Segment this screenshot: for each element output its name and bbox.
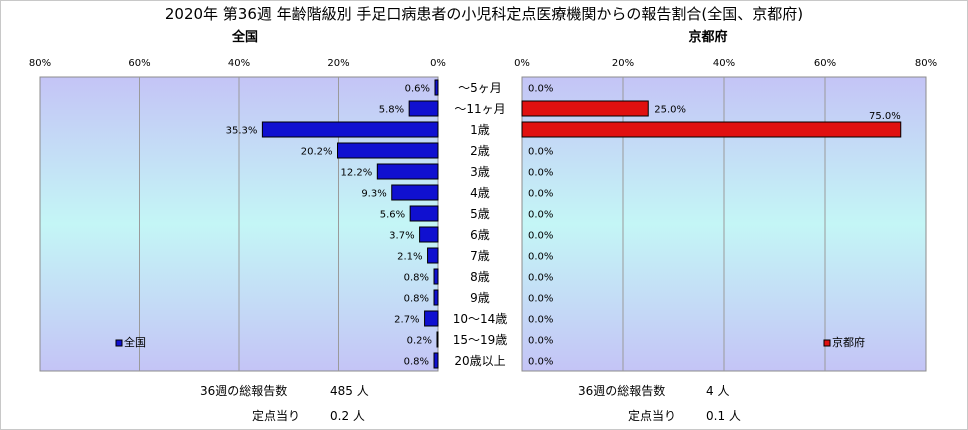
footer-reports-label-left: 36週の総報告数 (200, 383, 287, 398)
bar-left (419, 226, 439, 243)
legend-marker-right (823, 339, 831, 347)
tick-label-right: 20% (612, 58, 634, 69)
bar-left (434, 79, 439, 96)
category-label: 7歳 (470, 249, 490, 263)
data-label-left: 0.8% (404, 294, 429, 305)
category-label: 9歳 (470, 291, 490, 305)
data-label-right: 75.0% (869, 111, 901, 122)
tick-label-right: 80% (915, 58, 937, 69)
bar-left (261, 121, 439, 138)
category-label: 5歳 (470, 207, 490, 221)
bar-left (376, 163, 439, 180)
tick-label-left: 60% (128, 58, 150, 69)
tick-label-right: 40% (713, 58, 735, 69)
bar-right (521, 121, 902, 138)
bar-left (424, 310, 439, 327)
category-label: 10～14歳 (453, 312, 508, 326)
footer-per-value-right: 0.1 人 (706, 409, 741, 423)
footer-per-label-left: 定点当り (252, 408, 300, 423)
data-label-left: 0.6% (405, 84, 430, 95)
footer-per-label-right: 定点当り (628, 408, 676, 423)
data-label-left: 2.7% (394, 315, 419, 326)
data-label-left: 5.6% (380, 210, 405, 221)
data-label-right: 0.0% (528, 336, 553, 347)
data-label-left: 3.7% (389, 231, 414, 242)
category-label: ～5ヶ月 (458, 81, 502, 95)
tick-label-left: 20% (327, 58, 349, 69)
category-label: 3歳 (470, 165, 490, 179)
category-label: 20歳以上 (454, 354, 505, 368)
data-label-left: 12.2% (341, 168, 373, 179)
footer-reports-value-left: 485 人 (330, 384, 369, 398)
data-label-left: 5.8% (379, 105, 404, 116)
category-label: 4歳 (470, 186, 490, 200)
category-label: 2歳 (470, 144, 490, 158)
bar-left (427, 247, 439, 264)
footer-reports-label-right: 36週の総報告数 (578, 383, 665, 398)
footer-reports-value-right: 4 人 (706, 384, 729, 398)
bar-right (521, 100, 649, 117)
data-label-right: 0.0% (528, 315, 553, 326)
data-label-left: 0.2% (407, 336, 432, 347)
data-label-right: 0.0% (528, 147, 553, 158)
bar-left (433, 268, 439, 285)
category-label: ～11ヶ月 (454, 102, 505, 116)
data-label-left: 0.8% (404, 273, 429, 284)
data-label-right: 25.0% (654, 105, 686, 116)
data-label-right: 0.0% (528, 84, 553, 95)
bar-left (436, 331, 439, 348)
bar-left (408, 100, 439, 117)
bar-left (409, 205, 439, 222)
category-label: 1歳 (470, 123, 490, 137)
chart-title: 2020年 第36週 年齢階級別 手足口病患者の小児科定点医療機関からの報告割合… (165, 5, 803, 23)
bar-left (433, 352, 439, 369)
data-label-right: 0.0% (528, 273, 553, 284)
data-label-right: 0.0% (528, 357, 553, 368)
tick-label-left: 80% (29, 58, 51, 69)
legend-label-left: 全国 (124, 335, 146, 349)
category-label: 15～19歳 (453, 333, 508, 347)
bar-left (391, 184, 439, 201)
data-label-left: 20.2% (301, 147, 333, 158)
footer-per-value-left: 0.2 人 (330, 409, 365, 423)
data-label-left: 35.3% (226, 126, 258, 137)
data-label-right: 0.0% (528, 294, 553, 305)
tick-label-left: 40% (228, 58, 250, 69)
data-label-right: 0.0% (528, 210, 553, 221)
data-label-right: 0.0% (528, 189, 553, 200)
bar-left (337, 142, 439, 159)
data-label-right: 0.0% (528, 168, 553, 179)
category-label: 6歳 (470, 228, 490, 242)
data-label-left: 2.1% (397, 252, 422, 263)
category-label: 8歳 (470, 270, 490, 284)
legend-label-right: 京都府 (832, 335, 865, 349)
panel-title-left: 全国 (231, 29, 258, 45)
tick-label-left: 0% (430, 58, 446, 69)
tick-label-right: 0% (514, 58, 530, 69)
data-label-left: 0.8% (404, 357, 429, 368)
bar-left (433, 289, 439, 306)
data-label-right: 0.0% (528, 231, 553, 242)
tick-label-right: 60% (814, 58, 836, 69)
legend-marker-left (115, 339, 123, 347)
data-label-left: 9.3% (361, 189, 386, 200)
panel-title-right: 京都府 (688, 29, 727, 45)
data-label-right: 0.0% (528, 252, 553, 263)
